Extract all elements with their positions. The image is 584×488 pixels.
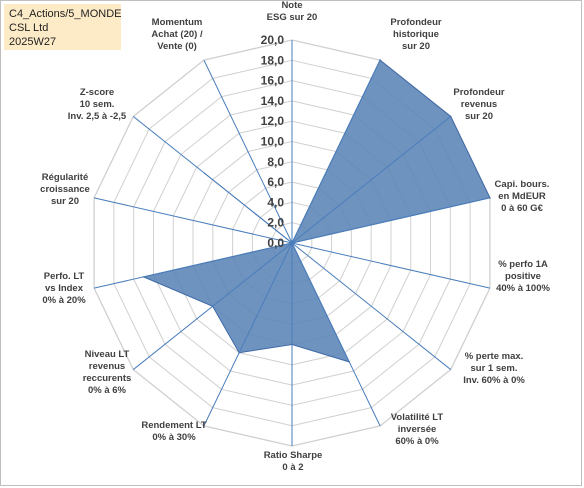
- axis-label: Vente (0): [157, 41, 197, 52]
- axis-label: vs Index: [45, 283, 84, 294]
- axis-label: Profondeur: [453, 87, 504, 98]
- tick-label: 8,0: [267, 155, 284, 169]
- axis-label: revenus: [461, 99, 497, 110]
- chart-caption-box: C4_Actions/5_MONDE CSL Ltd 2025W27: [4, 4, 122, 50]
- axis-label: reccurents: [83, 373, 132, 384]
- axis-label: 0% à 20%: [42, 295, 86, 306]
- week-label: 2025W27: [9, 36, 57, 48]
- tick-label: 16,0: [261, 74, 285, 88]
- axis-label: % perte max.: [465, 351, 524, 362]
- tick-label: 4,0: [267, 195, 284, 209]
- axis-label: 40% à 100%: [496, 283, 550, 294]
- axis-spoke: [132, 116, 293, 244]
- axis-label: Rendement LT: [141, 420, 206, 431]
- axis-label: Capi. bours.: [495, 179, 550, 190]
- axis-label: Z-score: [80, 87, 114, 98]
- axis-label: ESG sur 20: [267, 12, 318, 23]
- axis-spoke: [93, 242, 293, 289]
- axis-label: 60% à 0%: [395, 436, 439, 447]
- axis-label: sur 20: [402, 41, 430, 52]
- company-name: CSL Ltd: [9, 22, 49, 34]
- axis-spoke: [132, 242, 293, 370]
- axis-label: inversée: [398, 424, 437, 435]
- axis-label: sur 20: [465, 111, 493, 122]
- axis-label: Volatilité LT: [391, 412, 444, 423]
- axis-label: sur 20: [51, 196, 79, 207]
- axis-spoke: [291, 59, 381, 244]
- portfolio-label: C4_Actions/5_MONDE: [9, 8, 122, 20]
- axis-label: 0% à 30%: [152, 432, 196, 443]
- tick-label: 20,0: [261, 33, 285, 47]
- tick-label: 6,0: [267, 175, 284, 189]
- axis-label: historique: [393, 29, 439, 40]
- axis-label: 0% à 6%: [88, 385, 127, 396]
- axis-label: revenus: [89, 361, 125, 372]
- axis-label: Niveau LT: [85, 349, 130, 360]
- axis-label: Perfo. LT: [44, 271, 85, 282]
- axis-label: positive: [505, 271, 541, 282]
- axis-label: croissance: [40, 184, 90, 195]
- axis-label: 0 à 60 G€: [501, 203, 543, 214]
- axis-label: 0 à 2: [282, 462, 303, 473]
- axis-label: sur 1 sem.: [471, 363, 518, 374]
- axis-label: Achat (20) /: [151, 29, 203, 40]
- axis-label: Note: [281, 0, 302, 11]
- axis-spoke: [291, 242, 452, 370]
- axis-label: en MdEUR: [498, 191, 546, 202]
- axis-label: Momentum: [152, 17, 203, 28]
- tick-label: 12,0: [261, 114, 285, 128]
- axis-spoke: [291, 197, 491, 244]
- tick-label: 14,0: [261, 94, 285, 108]
- axis-label: Inv. 60% à 0%: [463, 375, 525, 386]
- spoke-layer: [93, 40, 491, 446]
- axis-spoke: [203, 242, 293, 427]
- axis-spoke: [291, 242, 381, 427]
- axis-label: % perfo 1A: [498, 259, 548, 270]
- tick-label: 2,0: [267, 216, 284, 230]
- tick-label: 0,0: [267, 236, 284, 250]
- tick-label: 18,0: [261, 53, 285, 67]
- axis-label: Régularité: [42, 172, 88, 183]
- axis-label: Profondeur: [390, 17, 441, 28]
- axis-label: Inv. 2,5 à -2,5: [68, 111, 127, 122]
- axis-label: Ratio Sharpe: [264, 450, 323, 461]
- tick-label: 10,0: [261, 135, 285, 149]
- axis-label: 10 sem.: [80, 99, 115, 110]
- axis-spoke: [291, 116, 452, 244]
- axis-spoke: [93, 197, 293, 244]
- tick-labels: 0,0 2,0 4,0 6,0 8,0 10,0 12,0 14,0 16,0 18,0 20,0: [261, 33, 285, 250]
- axis-spoke: [291, 242, 491, 289]
- axis-spoke: [203, 59, 293, 244]
- series-layer: [141, 59, 491, 363]
